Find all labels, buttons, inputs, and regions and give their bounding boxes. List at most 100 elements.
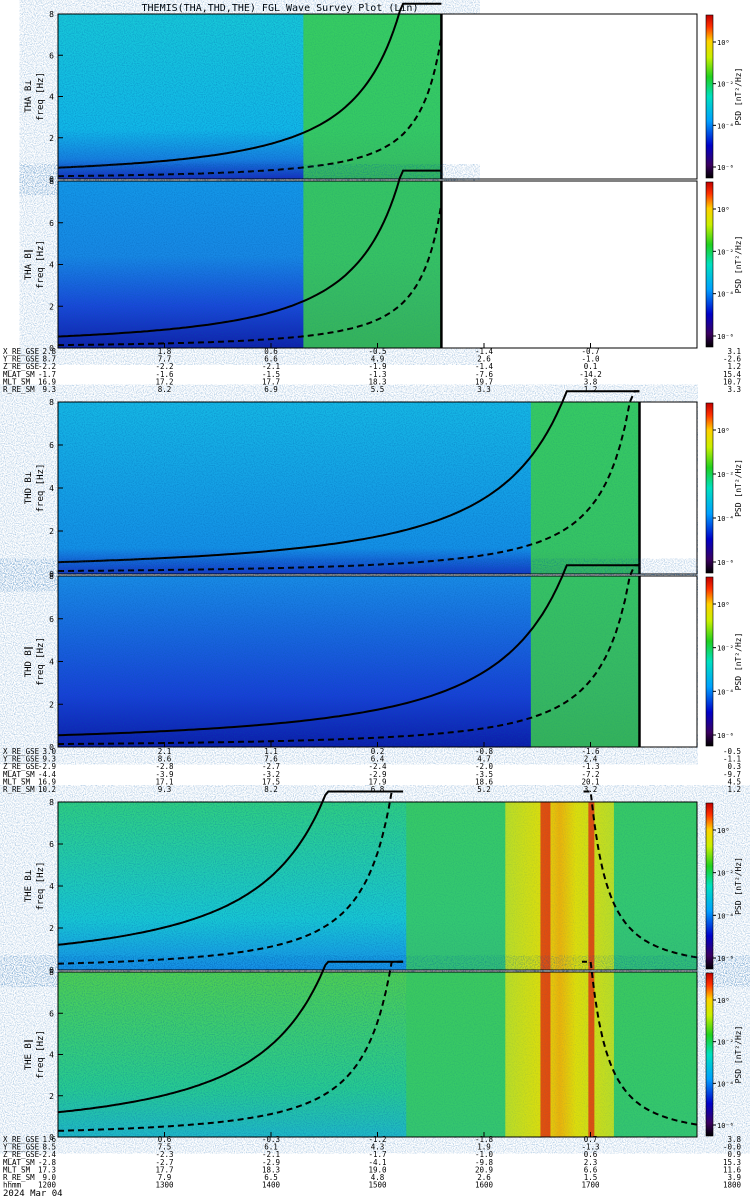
colorbar-tick-label: 10⁻⁴ (717, 688, 734, 696)
ephem-value: 1.9 (477, 1143, 491, 1152)
panel-ylabel: THD B⊥ (24, 471, 34, 504)
ephem-value: 0.2 (371, 747, 385, 756)
y-tick-label: 6 (49, 1009, 54, 1018)
ephem-value: 17.1 (155, 777, 173, 786)
ephem-value: 7.9 (158, 1173, 172, 1182)
ephem-value: 3.3 (727, 385, 741, 394)
panel-ylabel: THE B⊥ (24, 869, 34, 902)
y-tick-label: 4 (49, 484, 54, 493)
spectrogram-noise-2 (58, 181, 442, 348)
colorbar-scale (705, 181, 714, 348)
ephem-row-name: MLAT_SM (3, 770, 35, 779)
colorbar-tick-label: 10⁻⁴ (717, 515, 734, 523)
ephem-value: 3.3 (477, 385, 491, 394)
ephem-value: 1.5 (584, 1173, 598, 1182)
ephem-value: 18.6 (475, 777, 494, 786)
ephem-value: 1.2 (727, 785, 741, 794)
y-tick-label: 2 (49, 924, 54, 933)
y-tick-label: 4 (49, 658, 54, 667)
y-tick-label: 6 (49, 51, 54, 60)
ephem-value: 17.7 (155, 1165, 173, 1174)
ephem-row-name: MLAT_SM (3, 1158, 35, 1167)
ephem-row-name: R_RE_SM (3, 385, 35, 394)
y-tick-label: 6 (49, 441, 54, 450)
ephem-value: -2.1 (262, 362, 280, 371)
ephem-value: 17.5 (262, 777, 280, 786)
ephem-row-name: R_RE_SM (3, 1173, 35, 1182)
gyrofreq-curve-dashed (58, 203, 443, 347)
colorbar-scale (705, 402, 714, 574)
colorbar-scale (705, 14, 714, 179)
ephem-value: 3.1 (727, 347, 741, 356)
ephem-value: -1.5 (262, 370, 280, 379)
ephem-value: 6.5 (264, 1173, 278, 1182)
ephem-value: 20.9 (475, 1165, 493, 1174)
no-data-region (441, 14, 697, 179)
colorbar-thd-1: 10⁰ 10⁻² 10⁻⁴ 10⁻⁶ PSD [nT²/Hz] (705, 402, 743, 574)
y-tick-label: 4 (49, 93, 54, 102)
y-tick-label: 0 (49, 570, 54, 579)
colorbar-tick-label: 10⁰ (717, 601, 730, 609)
ephem-value-start: -2.9 (38, 762, 56, 771)
colorbar-label: PSD [nT²/Hz] (734, 68, 743, 126)
ephem-value-start: 1200 (38, 1181, 57, 1190)
colorbar-the-1: 10⁰ 10⁻² 10⁻⁴ 10⁻⁶ PSD [nT²/Hz] (705, 802, 743, 970)
ephem-value: 1800 (723, 1181, 742, 1190)
spectrogram-noise-2 (58, 576, 640, 747)
gyrofreq-curve (57, 790, 404, 946)
ephem-value: 1.2 (584, 385, 598, 394)
ephem-row-name: Z_RE_GSE (3, 362, 40, 371)
colorbar-tick-label: 10⁻⁴ (717, 912, 734, 920)
ephem-value: -1.0 (581, 355, 600, 364)
ephem-value-start: -2.8 (38, 1158, 57, 1167)
ephem-value: 1.2 (727, 362, 741, 371)
ephem-value: 3.8 (727, 1135, 741, 1144)
ephemeris-the: X_RE_GSE 0.6 -0.3 -1.2 -1.8 0.7 3.8 1.6Y_RE_GSE… (3, 1135, 741, 1190)
ephem-value: 0.6 (584, 1150, 598, 1159)
ephem-value: 0.9 (727, 1150, 741, 1159)
colorbar-tha-2: 10⁰ 10⁻² 10⁻⁴ 10⁻⁶ PSD [nT²/Hz] (705, 181, 743, 348)
colorbar-tick-label: 10⁰ (717, 427, 730, 435)
colorbar-tick-label: 10⁻⁶ (717, 1122, 734, 1130)
colorbar-the-2: 10⁰ 10⁻² 10⁻⁴ 10⁻⁶ PSD [nT²/Hz] (705, 972, 743, 1137)
ephem-value-start: -2.4 (38, 1150, 57, 1159)
ephem-value: -7.6 (475, 370, 494, 379)
no-data-region (441, 181, 697, 348)
gyrofreq-curve (57, 960, 404, 1114)
colorbar-tick-label: 10⁻² (717, 1039, 734, 1047)
ephem-value: -1.6 (581, 747, 600, 756)
colorbar-label: PSD [nT²/Hz] (734, 1026, 743, 1084)
ephem-row-name: X_RE_GSE (3, 1135, 40, 1144)
ephem-value: -1.8 (475, 1135, 494, 1144)
ephem-value: 7.6 (264, 755, 278, 764)
colorbar-label: PSD [nT²/Hz] (734, 857, 743, 915)
y-tick-label: 2 (49, 527, 54, 536)
ephem-value: 17.9 (368, 777, 386, 786)
ephem-value-start: 8.7 (42, 355, 56, 364)
ephem-value: -2.2 (155, 362, 173, 371)
colorbar-thd-2: 10⁰ 10⁻² 10⁻⁴ 10⁻⁶ PSD [nT²/Hz] (705, 576, 743, 747)
ephem-value: -14.2 (579, 370, 602, 379)
ephem-value: 1300 (155, 1181, 174, 1190)
colorbar-tick-label: 10⁻⁴ (717, 122, 734, 130)
ephem-value: 2.6 (477, 355, 491, 364)
panel-ylabel: THA B∥ (24, 249, 34, 281)
y-tick-label: 8 (49, 10, 54, 19)
gyrofreq-curve-dashed (57, 960, 404, 1132)
ephem-value: 0.3 (727, 762, 741, 771)
gyrofreq-curve (57, 2, 442, 169)
ephem-value: 2.3 (584, 1158, 598, 1167)
colorbar-scale (705, 972, 714, 1137)
ephem-value: -2.8 (155, 762, 174, 771)
ephem-value: -1.0 (475, 1150, 494, 1159)
y-tick-label: 6 (49, 219, 54, 228)
ephem-value: -0.5 (368, 347, 386, 356)
spectrogram-panel-tha-2: 0 2 4 6 8 THA B∥ freq [Hz] (24, 169, 698, 353)
spectrogram-panel-thd-1: 0 2 4 6 8 THD B⊥ freq [Hz] (24, 390, 698, 579)
panel-yunit: freq [Hz] (36, 72, 46, 121)
ephem-row-name: MLT_SM (3, 1165, 31, 1174)
ephem-value: 4.3 (371, 1143, 385, 1152)
ephem-value: 18.3 (368, 377, 386, 386)
ephem-value: -1.7 (368, 1150, 386, 1159)
ephem-value: -0.3 (262, 1135, 280, 1144)
